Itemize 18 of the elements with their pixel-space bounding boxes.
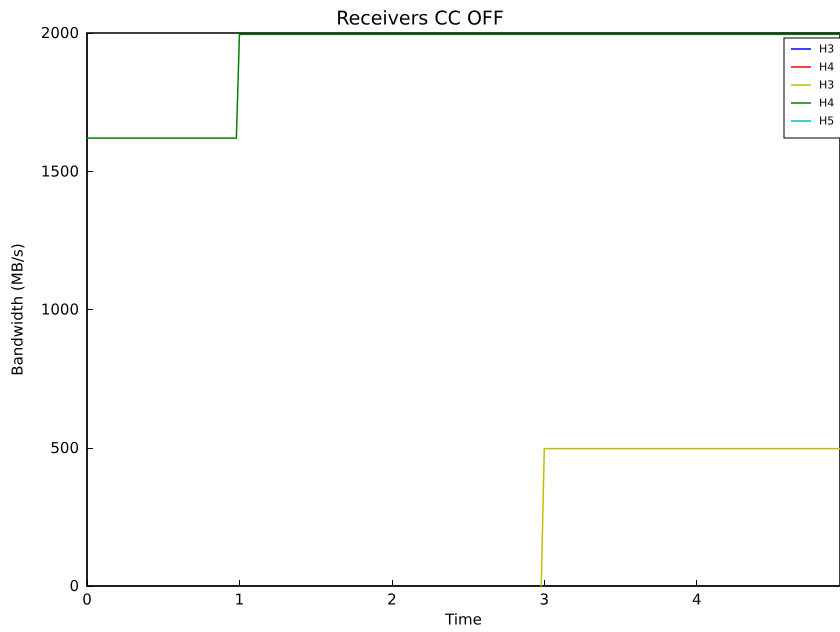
legend-label: H3	[819, 42, 834, 56]
y-tick-label: 1500	[40, 162, 79, 180]
legend-label: H4	[819, 60, 834, 74]
y-axis-title: Bandwidth (MB/s)	[8, 243, 26, 376]
legend-label: H3	[819, 78, 834, 92]
legend-label: H5	[819, 114, 834, 128]
x-tick-label: 3	[540, 590, 550, 608]
x-axis-title: Time	[444, 610, 482, 628]
chart-title: Receivers CC OFF	[336, 8, 504, 30]
y-tick-label: 500	[50, 438, 79, 457]
y-tick-label: 1000	[40, 300, 79, 318]
y-tick-label: 2000	[40, 24, 79, 42]
y-tick-label: 0	[69, 577, 79, 595]
x-tick-label: 2	[387, 590, 397, 608]
x-tick-label: 0	[82, 590, 92, 608]
x-tick-label: 1	[234, 590, 244, 608]
legend-label: H4	[819, 96, 834, 110]
x-tick-label: 4	[692, 590, 702, 608]
